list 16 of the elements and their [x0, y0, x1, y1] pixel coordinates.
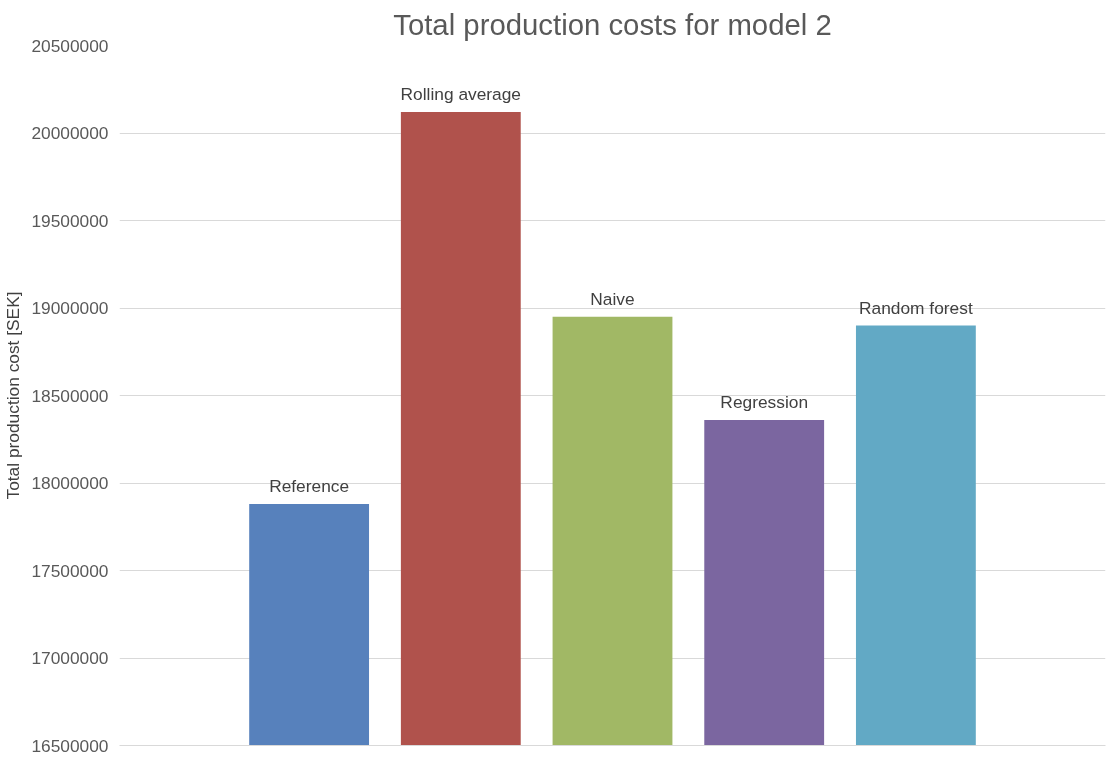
chart-title: Total production costs for model 2	[393, 7, 832, 41]
y-tick-label: 17000000	[31, 648, 109, 668]
y-tick-label: 16500000	[31, 735, 109, 756]
x-tick-label: Rolling average	[400, 84, 522, 104]
y-tick-label: 19000000	[31, 298, 109, 318]
x-tick-label: Naive	[590, 288, 635, 309]
x-tick-label: Regression	[720, 392, 809, 412]
y-tick-label: 18500000	[31, 385, 109, 406]
y-axis-title: Total production cost [SEK]	[3, 291, 24, 500]
y-tick-label: 20000000	[31, 123, 109, 143]
y-tick-label: 19500000	[31, 210, 109, 231]
x-tick-label: Random forest	[859, 297, 973, 318]
y-tick-label: 17500000	[31, 560, 109, 581]
x-tick-label: Reference	[269, 476, 350, 496]
y-tick-label: 18000000	[31, 473, 109, 493]
y-tick-label: 20500000	[31, 35, 109, 56]
